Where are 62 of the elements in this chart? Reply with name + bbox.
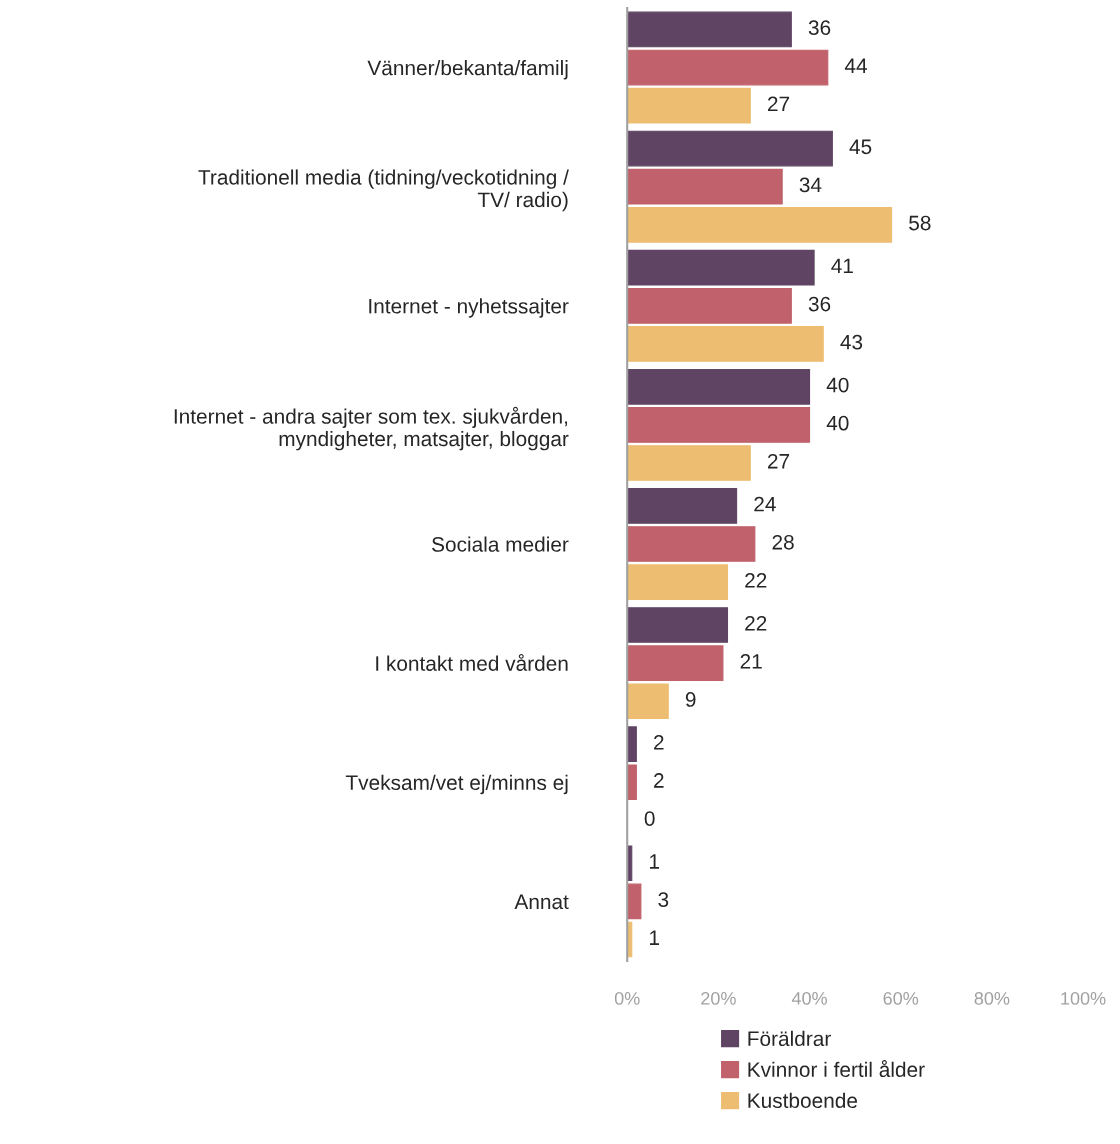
- data-label: 34: [799, 177, 822, 193]
- data-label: 43: [840, 334, 863, 350]
- bar: [627, 445, 751, 481]
- bar: [627, 11, 792, 48]
- data-label: 1: [650, 854, 659, 869]
- y-tick-label: Internet - andra sajter som tex. sjukvården, myndigheter, matsajter, bloggar: [174, 406, 569, 451]
- bar: [627, 564, 729, 600]
- data-label: 2: [654, 735, 664, 750]
- bar: [627, 607, 729, 643]
- data-label: 45: [849, 139, 872, 155]
- bar: [627, 407, 811, 443]
- bar: [627, 287, 792, 324]
- data-label: 22: [745, 615, 767, 631]
- bar: [627, 764, 637, 801]
- data-label: 44: [844, 58, 867, 73]
- data-label: 36: [808, 20, 831, 36]
- data-label: 58: [909, 215, 931, 231]
- data-label: 28: [772, 534, 794, 550]
- y-tick-label: Vänner/bekanta/familj: [367, 60, 568, 80]
- bar: [627, 326, 824, 362]
- y-tick-label: Sociala medier: [432, 536, 569, 552]
- y-tick-label: I kontakt med vården: [376, 653, 568, 671]
- bar: [627, 645, 724, 681]
- data-label: 27: [767, 453, 790, 469]
- data-label: 41: [831, 258, 853, 274]
- bar: [627, 49, 829, 86]
- data-label: 27: [767, 96, 790, 112]
- bar: [627, 683, 669, 720]
- legend-label: Kvinnor i fertil ålder: [748, 1060, 925, 1078]
- bar: [627, 526, 756, 562]
- bar: [627, 726, 637, 762]
- bar: [627, 206, 893, 243]
- x-tick-label: 0%: [614, 991, 640, 1005]
- data-label: 1: [650, 930, 659, 945]
- y-tick-label: Traditionell media (tidning/veckotidning / TV/ radio): [198, 169, 569, 212]
- data-label: 24: [754, 496, 776, 512]
- bar: [627, 488, 738, 524]
- bar: [627, 249, 815, 286]
- bar: [627, 87, 751, 124]
- data-label: 22: [745, 573, 767, 588]
- data-label: 3: [658, 892, 669, 907]
- data-label: 40: [826, 377, 849, 393]
- data-label: 9: [685, 692, 696, 707]
- bar: [627, 168, 783, 205]
- x-tick-label: 20%: [701, 991, 736, 1005]
- y-tick-label: Annat: [514, 894, 569, 910]
- bar: [627, 368, 811, 405]
- x-tick-label: 40%: [791, 991, 827, 1005]
- bar: [627, 130, 833, 167]
- legend-label: Föräldrar: [748, 1030, 831, 1047]
- data-label: 40: [826, 415, 849, 431]
- x-tick-label: 60%: [883, 991, 919, 1005]
- data-label: 2: [654, 773, 664, 788]
- bar: [627, 883, 642, 920]
- data-label: 21: [740, 654, 762, 669]
- x-tick-label: 80%: [974, 991, 1010, 1005]
- x-tick-label: 100%: [1061, 991, 1106, 1005]
- y-tick-label: Tveksam/vet ej/minns ej: [345, 774, 568, 795]
- data-label: 36: [808, 296, 831, 312]
- y-tick-label: Internet - nyhetssajter: [369, 298, 569, 318]
- data-label: 0: [644, 811, 655, 826]
- legend-label: Kustboende: [748, 1092, 858, 1109]
